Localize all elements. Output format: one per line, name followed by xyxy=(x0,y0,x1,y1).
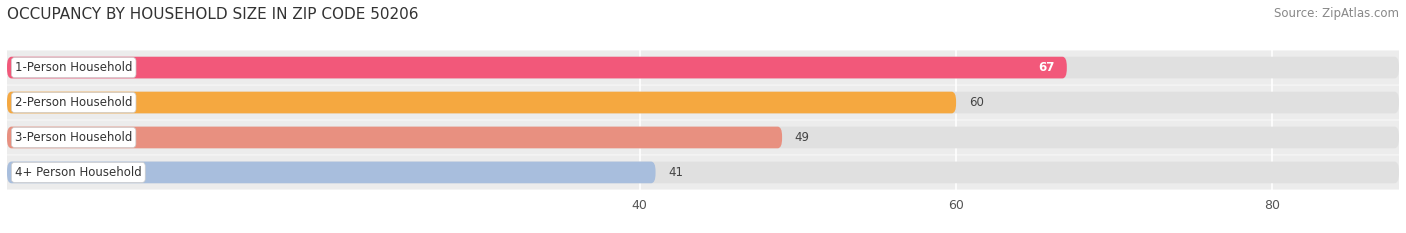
FancyBboxPatch shape xyxy=(7,162,655,183)
FancyBboxPatch shape xyxy=(7,162,1399,183)
Text: 41: 41 xyxy=(668,166,683,179)
Text: Source: ZipAtlas.com: Source: ZipAtlas.com xyxy=(1274,7,1399,20)
Text: 4+ Person Household: 4+ Person Household xyxy=(15,166,142,179)
FancyBboxPatch shape xyxy=(7,127,782,148)
FancyBboxPatch shape xyxy=(7,57,1067,78)
FancyBboxPatch shape xyxy=(7,155,1399,189)
Text: 3-Person Household: 3-Person Household xyxy=(15,131,132,144)
Text: OCCUPANCY BY HOUSEHOLD SIZE IN ZIP CODE 50206: OCCUPANCY BY HOUSEHOLD SIZE IN ZIP CODE … xyxy=(7,7,419,22)
FancyBboxPatch shape xyxy=(7,92,1399,113)
Text: 49: 49 xyxy=(794,131,810,144)
FancyBboxPatch shape xyxy=(7,51,1399,85)
FancyBboxPatch shape xyxy=(7,92,956,113)
Text: 1-Person Household: 1-Person Household xyxy=(15,61,132,74)
Text: 60: 60 xyxy=(969,96,984,109)
FancyBboxPatch shape xyxy=(7,57,1399,78)
FancyBboxPatch shape xyxy=(7,120,1399,155)
FancyBboxPatch shape xyxy=(7,127,1399,148)
FancyBboxPatch shape xyxy=(7,85,1399,120)
Text: 2-Person Household: 2-Person Household xyxy=(15,96,132,109)
Text: 67: 67 xyxy=(1038,61,1054,74)
